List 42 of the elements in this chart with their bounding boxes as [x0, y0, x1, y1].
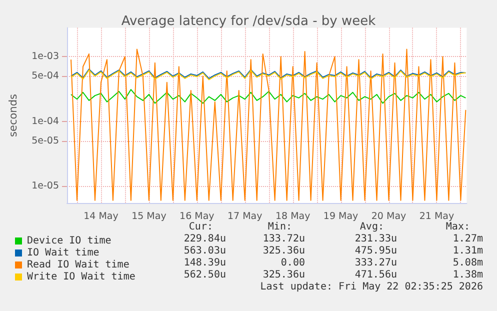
text: 1.27m — [452, 234, 483, 244]
text: 231.33u — [354, 234, 397, 244]
chart-title: Average latency for /dev/sda - by week — [121, 14, 376, 29]
legend-label: IO Wait time — [27, 248, 100, 258]
x-tick-label: 15 May — [132, 210, 167, 222]
text: 562.50u — [184, 270, 226, 280]
x-tick-label: 16 May — [180, 210, 215, 222]
y-tick-label: 5e-05 — [32, 135, 59, 146]
text: Cur: — [188, 222, 213, 232]
x-tick-label: 18 May — [275, 210, 311, 222]
y-axis-title: seconds — [8, 94, 20, 137]
text: 133.72u — [262, 234, 305, 244]
text: 475.95u — [354, 246, 397, 256]
y-tick-label: 1e-05 — [32, 180, 59, 192]
text: 1.31m — [452, 246, 483, 256]
x-tick-label: 19 May — [323, 210, 359, 222]
text: 471.56u — [354, 270, 397, 280]
x-tick-label: 20 May — [371, 210, 407, 222]
text: 229.84u — [184, 234, 226, 244]
y-tick-label: 5e-04 — [32, 70, 59, 82]
text: Min: — [268, 222, 292, 232]
text: 325.36u — [262, 246, 305, 256]
y-tick-label: 1e-04 — [32, 116, 59, 127]
x-tick-label: 17 May — [227, 210, 263, 222]
text: 5.08m — [452, 258, 483, 268]
text: Avg: — [360, 222, 384, 232]
x-tick-label: 14 May — [84, 210, 119, 222]
text: Max: — [446, 222, 470, 232]
text: Last update: Fri May 22 02:35:25 2026 — [260, 282, 483, 292]
text: 333.27u — [354, 258, 397, 268]
text: 1.38m — [452, 270, 483, 280]
text: 563.03u — [184, 246, 226, 256]
line-series — [70, 48, 466, 201]
legend-label: Read IO Wait time — [27, 260, 130, 270]
y-tick-label: 1e-03 — [32, 51, 59, 62]
text: 148.39u — [184, 258, 226, 268]
text: 0.00 — [280, 258, 305, 268]
x-tick-label: 21 May — [419, 210, 454, 222]
line-series — [70, 89, 466, 104]
legend-label: Device IO time — [27, 236, 112, 246]
legend-label: Write IO Wait time — [27, 272, 136, 282]
text: 325.36u — [262, 270, 305, 280]
